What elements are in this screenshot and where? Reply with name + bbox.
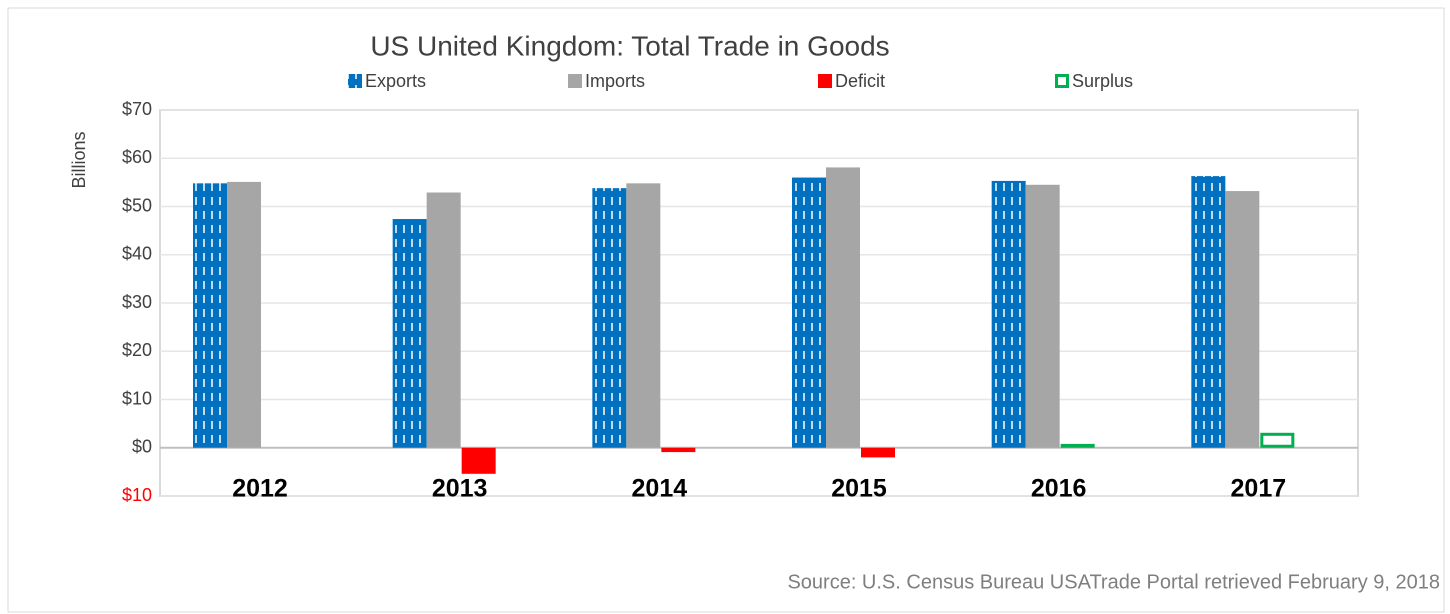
bar <box>1191 176 1226 448</box>
x-tick-label: 2013 <box>432 475 488 503</box>
legend-swatch <box>568 74 582 88</box>
bar <box>861 447 895 458</box>
y-tick-label: $10 <box>122 485 152 505</box>
x-tick-label: 2016 <box>1031 475 1087 503</box>
y-tick-label: $70 <box>122 99 152 119</box>
y-tick-label: $20 <box>122 340 152 360</box>
y-tick-label: $40 <box>122 244 152 264</box>
bar <box>461 447 496 474</box>
y-tick-label: $30 <box>122 292 152 312</box>
legend-label: Deficit <box>835 71 885 91</box>
bar <box>626 183 661 448</box>
legend-label: Exports <box>365 71 426 91</box>
legend-swatch <box>818 74 832 88</box>
bar <box>592 188 627 448</box>
legend-swatch <box>348 74 362 88</box>
bar <box>1225 191 1260 448</box>
bar <box>392 219 427 448</box>
bar <box>227 181 261 448</box>
legend-swatch <box>1055 74 1069 88</box>
x-tick-label: 2017 <box>1231 475 1287 503</box>
bar <box>991 180 1026 448</box>
x-tick-label: 2012 <box>232 475 288 503</box>
bar <box>792 177 826 448</box>
legend-label: Imports <box>585 71 645 91</box>
y-tick-label: $0 <box>132 437 152 457</box>
y-tick-label: $60 <box>122 147 152 167</box>
source-note: Source: U.S. Census Bureau USATrade Port… <box>787 571 1440 593</box>
y-tick-label: $50 <box>122 195 152 215</box>
y-tick-label: $10 <box>122 388 152 408</box>
legend-label: Surplus <box>1072 71 1133 91</box>
bar <box>426 192 461 448</box>
bar <box>1025 184 1060 448</box>
y-axis-label: Billions <box>69 131 89 188</box>
bar <box>193 183 227 448</box>
x-tick-label: 2015 <box>831 475 887 503</box>
bar <box>1060 443 1095 448</box>
bar <box>826 167 860 448</box>
chart-title: US United Kingdom: Total Trade in Goods <box>370 30 889 61</box>
bar <box>1260 432 1295 448</box>
x-tick-label: 2014 <box>632 475 688 503</box>
bar <box>661 447 696 453</box>
